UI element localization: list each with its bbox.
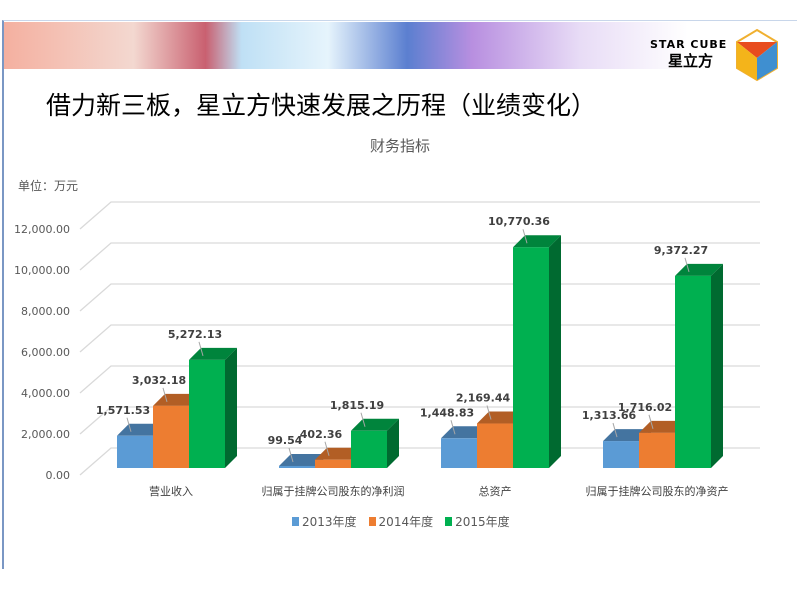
data-label: 1,313.66 [582,409,637,422]
logo-text: STAR CUBE [650,38,728,51]
legend-item: 2014年度 [368,513,434,530]
legend-item: 2013年度 [292,513,357,530]
leader-line [486,405,492,420]
data-label: 9,372.27 [654,244,708,257]
bar-side [549,235,561,468]
x-tick-label: 归属于挂牌公司股东的净利润 [262,484,405,498]
bar [477,423,513,468]
leader-line [162,387,168,402]
legend-label: 2015年度 [455,515,510,529]
chart-legend: 2013年度 2014年度 2015年度 [292,513,510,530]
bar [639,432,675,468]
bar-top [675,263,723,276]
page-title: 借力新三板，星立方快速发展之历程（业绩变化） [46,91,597,120]
bar [513,247,549,468]
leader-line [198,341,204,357]
data-label: 10,770.36 [488,215,550,228]
leader-line [126,417,132,432]
y-tick-label: 4,000.00 [21,387,70,400]
bar-top [351,418,399,431]
bar-side [225,347,237,468]
leader-line [324,441,330,456]
bar-top [513,235,561,248]
leader-line [288,447,294,463]
bar [441,438,477,468]
leader-line [522,229,528,244]
bar [153,405,189,468]
bar [351,430,387,468]
legend-item: 2015年度 [445,513,510,530]
y-tick-label: 2,000.00 [21,428,70,441]
bar-side [387,418,399,468]
leader-line [648,414,654,429]
x-tick-label: 归属于挂牌公司股东的净资产 [586,484,729,498]
bar-side [711,263,723,468]
leader-line [360,412,366,427]
leader-line [450,420,456,435]
chart-title: 财务指标 [369,137,430,155]
bar [189,359,225,468]
legend-label: 2013年度 [302,515,357,529]
x-tick-label: 营业收入 [149,484,193,498]
y-tick-label: 0.00 [46,469,71,482]
data-label: 3,032.18 [132,374,186,387]
gridline [79,201,760,230]
data-label: 1,716.02 [618,401,672,414]
bar [117,435,153,468]
bar [675,275,711,468]
leader-line [684,257,690,273]
y-tick-label: 6,000.00 [21,346,70,359]
x-tick-label: 总资产 [479,484,512,498]
y-tick-label: 8,000.00 [21,305,70,318]
y-tick-label: 10,000.00 [14,264,70,277]
logo-cn: 星立方 [668,52,714,70]
bar [279,465,315,468]
gridline [79,283,760,312]
unit-label: 单位：万元 [18,179,79,193]
bar-top [189,347,237,360]
y-tick-label: 12,000.00 [14,223,70,236]
data-label: 99.54 [268,434,303,447]
header-banner [4,22,724,69]
data-label: 2,169.44 [456,392,511,405]
slide-frame [2,20,797,569]
bar [315,459,351,468]
data-label: 402.36 [300,428,343,441]
data-label: 5,272.13 [168,328,222,341]
leader-line [612,422,618,438]
data-label: 1,448.83 [420,406,474,419]
legend-label: 2014年度 [378,515,434,529]
bar [603,441,639,468]
data-label: 1,571.53 [96,404,150,417]
data-label: 1,815.19 [330,399,384,412]
